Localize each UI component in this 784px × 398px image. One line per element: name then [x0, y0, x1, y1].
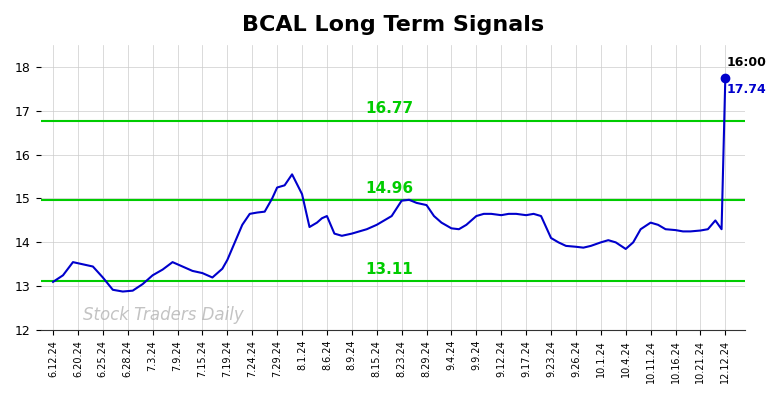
Text: 16.77: 16.77: [365, 101, 413, 117]
Title: BCAL Long Term Signals: BCAL Long Term Signals: [241, 15, 544, 35]
Text: 17.74: 17.74: [727, 83, 766, 96]
Text: 14.96: 14.96: [365, 181, 413, 196]
Text: 13.11: 13.11: [365, 262, 413, 277]
Text: 16:00: 16:00: [727, 57, 767, 70]
Text: Stock Traders Daily: Stock Traders Daily: [83, 306, 244, 324]
